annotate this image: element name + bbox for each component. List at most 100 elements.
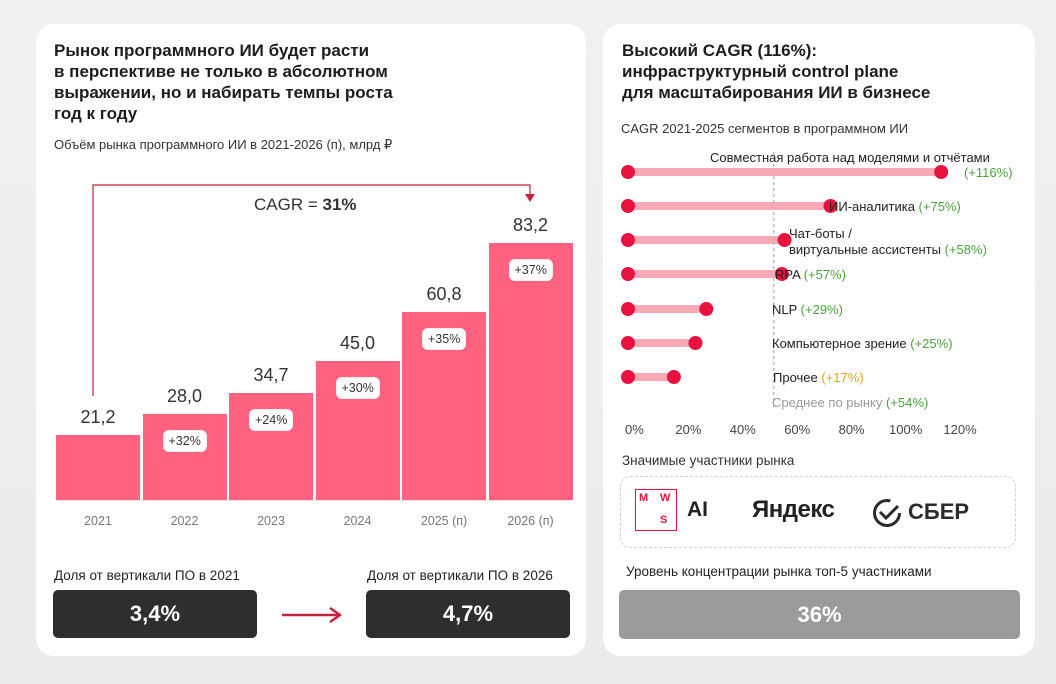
segment-value: (+75%) [918,199,961,214]
bar-value-label: 60,8 [426,284,462,305]
bar-value-label: 45,0 [339,332,376,353]
segment-label-line2: виртуальные ассистенты (+58%) [789,242,987,257]
segment-dot [688,336,703,350]
segment-dot [621,199,635,213]
bar [229,392,313,500]
x-tick-label: 20% [675,422,702,437]
participants-logos: M W S AI Яндекс СБЕР [620,476,1016,548]
segment-dot [823,199,838,213]
bar [142,413,227,500]
segment-value: (+25%) [910,336,953,351]
bar-value-label: 34,7 [253,364,289,385]
segment-label-text: RPA [775,267,804,282]
segment-value: (+57%) [803,267,846,282]
left-title-line: Рынок программного ИИ будет расти [54,41,370,60]
x-tick-label: 60% [784,422,811,437]
mws-letter: W [660,492,671,504]
segment-dot [621,370,635,384]
bar-value-label: 83,2 [512,215,549,235]
segment-label: NLP (+29%) [772,302,843,317]
average-label: Среднее по рынку (+54%) [772,395,928,410]
right-title: Высокий CAGR (116%): инфраструктурный co… [622,40,930,103]
segment-value: (+116%) [964,165,1013,180]
cagr-value: 31% [322,195,357,214]
arrow-right-icon [282,606,343,624]
mws-letter: M [639,492,649,504]
segment-dot [621,267,635,281]
average-text: Среднее по рынку [772,395,883,410]
share-2026-value: 4,7% [366,590,570,638]
segment-label-text: NLP [772,302,801,317]
segment-label: RPA (+57%) [775,267,846,282]
segment-value: (+58%) [944,242,987,257]
segment-dot [621,233,635,247]
left-title-line: выражении, но и набирать темпы роста [54,83,393,102]
segment-value: (+29%) [800,302,843,317]
cagr-annotation: CAGR = 31% [254,195,357,215]
right-subtitle: CAGR 2021-2025 сегментов в программном И… [621,121,909,136]
right-title-line: для масштабирования ИИ в бизнесе [622,83,931,102]
left-subtitle: Объём рынка программного ИИ в 2021-2026 … [54,137,393,152]
market-volume-card: Рынок программного ИИ будет расти в перс… [36,24,586,656]
segment-dot [621,302,635,316]
left-title: Рынок программного ИИ будет расти в перс… [54,40,393,124]
sber-logo: СБЕР [908,499,970,524]
bar-value-label: 21,2 [80,406,116,427]
x-tick-label: 80% [838,422,865,437]
segment-value: (+17%) [821,370,864,385]
yandex-logo: Яндекс [752,496,835,523]
share-2021-value: 3,4% [53,590,257,638]
segment-dot [666,370,681,384]
concentration-value: 36% [619,590,1020,639]
year-tick-label: 2025 (п) [420,514,468,528]
segment-label-text: Компьютерное зрение [772,336,911,351]
year-tick-label: 2023 [257,514,285,528]
segment-dot [774,267,789,281]
segment-dot [777,233,792,247]
segment-label: Прочее (+17%) [773,370,864,385]
x-tick-label: 100% [889,422,923,437]
year-tick-label: 2021 [84,514,112,528]
bar [56,434,140,500]
right-title-line: Высокий CAGR (116%): [622,41,818,60]
segment-dot [621,336,635,350]
bar-value-label: 28,0 [166,385,203,406]
mws-letter: S [660,514,668,526]
segment-label: Чат-боты / [789,226,852,241]
share-2021-label: Доля от вертикали ПО в 2021 [54,568,240,583]
cagr-arrow [92,184,535,396]
bar-growth-label: +37% [509,260,552,280]
bar [488,243,573,500]
average-value: (+54%) [886,395,929,410]
left-title-line: в перспективе не только в абсолютном [54,62,388,81]
segment-dot [699,302,714,316]
bar-growth-label: +32% [163,430,206,451]
segment-label: Компьютерное зрение (+25%) [772,336,953,351]
sber-icon [873,499,901,527]
segment-dot [934,165,949,179]
year-tick-label: 2022 [170,514,199,528]
year-tick-label: 2024 [343,514,372,528]
concentration-label: Уровень концентрации рынка топ-5 участни… [626,564,932,579]
x-tick-label: 120% [943,422,977,437]
segment-label-text: Прочее [773,370,822,385]
mws-ai-text: AI [687,498,708,521]
segments-card: Высокий CAGR (116%): инфраструктурный co… [603,24,1035,656]
chart-baseline [56,500,571,501]
mws-logo: M W S [635,489,677,531]
segment-label: ИИ-аналитика (+75%) [829,199,961,214]
participants-label: Значимые участники рынка [622,453,795,468]
segment-label-text: ИИ-аналитика [829,199,919,214]
x-tick-label: 40% [729,422,756,437]
segment-label-text: виртуальные ассистенты [789,242,945,257]
x-tick-label: 0% [625,422,644,437]
bar-growth-label: +24% [250,409,293,430]
left-title-line: год к году [54,104,138,123]
bar-growth-label: +35% [423,329,466,350]
share-2026-label: Доля от вертикали ПО в 2026 [367,568,553,583]
right-title-line: инфраструктурный control plane [622,62,899,81]
segment-chart [621,152,949,409]
segment-label: Совместная работа над моделями и отчётам… [710,150,990,165]
segment-dot [621,165,635,179]
bar-growth-label: +30% [336,377,379,398]
